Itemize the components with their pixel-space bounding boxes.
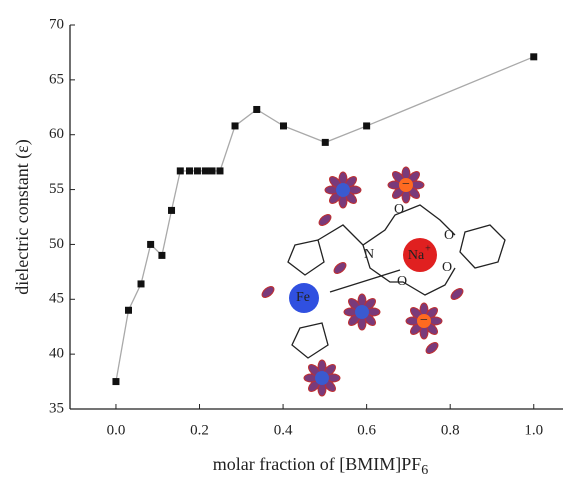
ion-petal bbox=[333, 262, 347, 274]
data-point bbox=[363, 122, 371, 130]
y-tick-label: 55 bbox=[49, 181, 64, 197]
inset-label: − bbox=[402, 177, 410, 192]
inset-molecule: N O O O O Fe Na + − − bbox=[258, 158, 530, 398]
x-axis-label-subscript: 6 bbox=[421, 463, 428, 478]
x-axis-label: molar fraction of [BMIM]PF6 bbox=[213, 454, 428, 478]
ion-core bbox=[336, 183, 350, 197]
x-axis-label-main: molar fraction of [BMIM]PF bbox=[213, 454, 421, 474]
data-point bbox=[321, 138, 329, 146]
y-tick-label: 70 bbox=[49, 16, 64, 32]
inset-label: O bbox=[394, 202, 404, 217]
data-point bbox=[201, 167, 209, 175]
data-point bbox=[279, 122, 287, 130]
ion-petal bbox=[261, 286, 275, 298]
ion-core bbox=[315, 371, 329, 385]
data-point bbox=[137, 280, 145, 288]
inset-label: N bbox=[364, 247, 374, 262]
y-axis-label: dielectric constant (ε) bbox=[12, 139, 33, 295]
ion-core bbox=[399, 178, 413, 192]
data-point bbox=[208, 167, 216, 175]
x-tick-label: 0.6 bbox=[357, 422, 376, 438]
data-point bbox=[216, 167, 224, 175]
inset-label: O bbox=[397, 274, 407, 289]
y-tick-label: 45 bbox=[49, 291, 64, 307]
inset-label: Na bbox=[408, 248, 425, 263]
data-point bbox=[168, 206, 176, 214]
ion-petal bbox=[450, 288, 464, 300]
data-point bbox=[158, 251, 166, 259]
na-atom bbox=[403, 238, 437, 272]
ion-petal bbox=[318, 214, 332, 226]
data-point bbox=[530, 53, 538, 61]
y-tick-label: 40 bbox=[49, 346, 64, 362]
ion-core bbox=[417, 314, 431, 328]
x-tick-label: 0.0 bbox=[107, 422, 126, 438]
data-point bbox=[253, 105, 261, 113]
inset-label: O bbox=[444, 228, 454, 243]
x-tick-label: 0.2 bbox=[190, 422, 209, 438]
ion-petal bbox=[425, 342, 439, 354]
ion-core bbox=[355, 305, 369, 319]
inset-label: + bbox=[425, 243, 431, 254]
x-tick-label: 0.8 bbox=[441, 422, 460, 438]
data-line bbox=[115, 56, 535, 382]
data-point bbox=[147, 240, 155, 248]
inset-label: Fe bbox=[296, 290, 310, 305]
inset-label: − bbox=[420, 313, 428, 328]
data-point bbox=[124, 306, 132, 314]
data-point bbox=[176, 167, 184, 175]
inset-label: O bbox=[442, 260, 452, 275]
molecule-bonds bbox=[287, 204, 506, 359]
data-point bbox=[193, 167, 201, 175]
y-tick-label: 60 bbox=[49, 126, 64, 142]
y-tick-label: 50 bbox=[49, 236, 64, 252]
x-tick-label: 1.0 bbox=[524, 422, 543, 438]
y-tick-label: 65 bbox=[49, 71, 64, 87]
fe-atom bbox=[289, 283, 319, 313]
y-tick-label: 35 bbox=[49, 400, 64, 416]
data-point bbox=[112, 378, 120, 386]
data-point bbox=[185, 167, 193, 175]
x-tick-label: 0.4 bbox=[274, 422, 293, 438]
data-point bbox=[231, 122, 239, 130]
